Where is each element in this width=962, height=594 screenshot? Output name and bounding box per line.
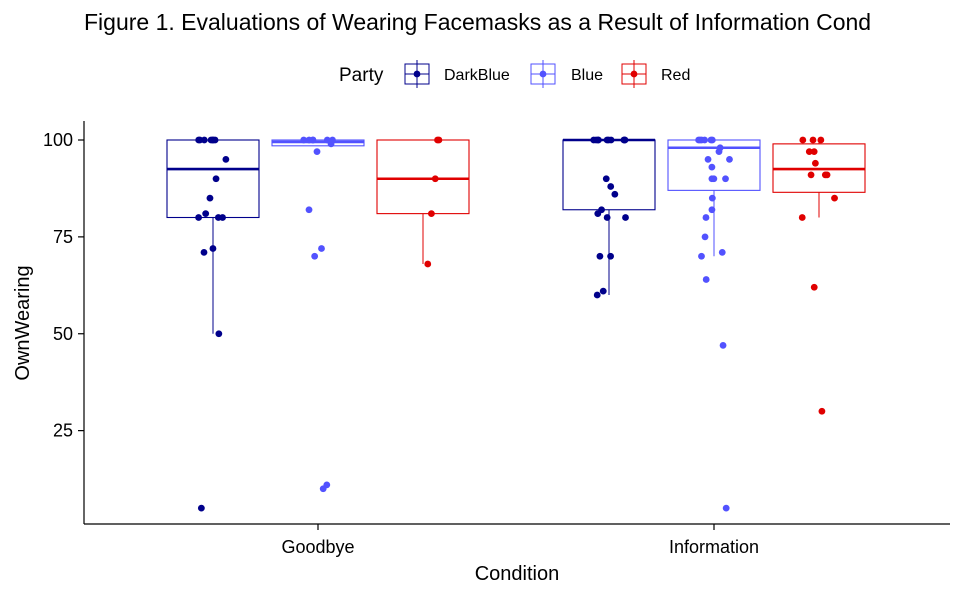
legend-label: Blue [571,67,603,84]
data-point [708,194,716,202]
data-point [798,214,806,221]
y-tick-label: 75 [53,227,73,247]
data-point [698,252,705,260]
data-point [200,248,208,256]
data-point [708,163,716,171]
data-point [708,175,716,183]
box-red-goodbye [376,136,470,268]
data-point [596,252,604,260]
legend-entry-blue: Blue [530,60,603,88]
data-point [811,159,819,167]
data-point [202,210,210,218]
data-point [831,194,838,202]
data-point [327,140,335,148]
data-point [215,330,223,338]
legend: Party DarkBlue Blue Red [339,60,690,88]
plot-area [166,136,866,512]
x-tick-label: Information [669,537,759,557]
data-point [817,136,825,144]
data-point [704,155,712,163]
legend-label: Red [661,67,690,84]
data-point [311,252,319,260]
data-point [602,175,610,183]
data-point [595,136,602,144]
data-point [313,148,321,156]
box-darkblue-goodbye [166,136,260,512]
y-tick-label: 50 [53,324,73,344]
data-point [305,206,313,214]
data-point [200,136,208,144]
y-tick-label: 25 [53,421,73,441]
data-point [195,136,203,144]
data-point [722,504,730,512]
x-axis-ticks: Goodbye Information [281,524,759,557]
data-point [209,136,217,144]
data-point [799,136,807,144]
box-darkblue-information [562,136,656,299]
data-point [622,214,629,221]
data-point [318,245,325,252]
data-point [718,248,726,256]
data-point [722,175,729,183]
data-point [695,136,703,144]
box-blue-goodbye [271,136,365,493]
data-point [611,190,619,198]
legend-key-point [539,70,547,78]
data-point [431,175,439,183]
x-tick-label: Goodbye [281,537,354,557]
data-point [805,148,813,156]
data-point [810,148,818,156]
x-axis-label: Condition [475,563,560,585]
y-tick-label: 100 [43,130,73,150]
legend-entry-red: Red [621,60,690,88]
box-red-information [772,136,866,415]
chart-title: Figure 1. Evaluations of Wearing Facemas… [84,9,871,35]
legend-key-point [413,70,421,78]
data-point [424,260,432,268]
data-point [823,171,831,179]
data-point [809,136,817,144]
box-blue-information [667,136,761,512]
y-axis-ticks: 25 50 75 100 [43,130,84,441]
data-point [195,214,203,221]
data-point [434,136,441,144]
y-axis-label: OwnWearing [12,265,34,380]
data-point [607,252,614,260]
data-point [708,206,716,214]
legend-key-point [630,70,638,78]
data-point [319,485,327,493]
data-point [212,175,220,183]
legend-entry-darkblue: DarkBlue [404,60,510,88]
data-point [222,155,230,163]
data-point [726,155,733,163]
box-iqr [376,139,470,215]
data-point [300,136,308,144]
data-point [214,214,222,221]
data-point [197,504,205,512]
data-point [701,233,709,241]
data-point [603,214,611,221]
data-point [305,136,313,144]
data-point [607,183,615,190]
data-point [810,283,818,291]
data-point [707,136,715,144]
data-point [807,171,815,179]
box-iqr [562,139,656,211]
data-point [818,407,826,415]
data-point [206,194,214,202]
data-point [593,291,601,299]
data-point [428,210,435,218]
legend-title: Party [339,65,384,86]
data-point [209,245,217,252]
data-point [715,148,723,156]
data-point [599,287,607,295]
data-point [603,136,611,144]
data-point [702,276,710,283]
data-point [702,214,710,221]
data-point [719,341,727,349]
data-point [621,136,628,144]
data-point [594,210,602,218]
legend-label: DarkBlue [444,67,510,84]
